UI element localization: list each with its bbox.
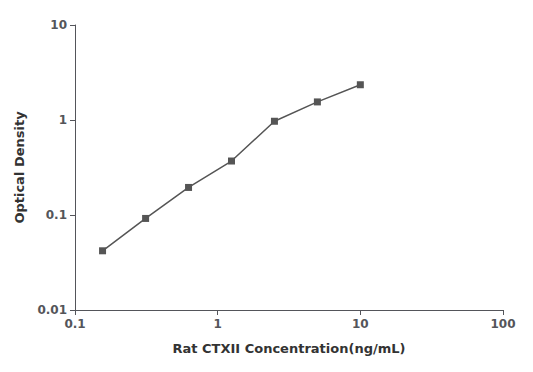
- svg-text:10: 10: [352, 317, 369, 331]
- svg-text:100: 100: [490, 317, 515, 331]
- svg-text:Optical Density: Optical Density: [12, 111, 27, 224]
- svg-text:Rat CTXII Concentration(ng/mL): Rat CTXII Concentration(ng/mL): [173, 341, 406, 356]
- svg-text:1: 1: [213, 317, 221, 331]
- svg-text:0.1: 0.1: [46, 208, 67, 222]
- svg-text:0.01: 0.01: [37, 303, 67, 317]
- svg-text:10: 10: [50, 18, 67, 32]
- svg-text:0.1: 0.1: [64, 317, 85, 331]
- svg-text:1: 1: [59, 113, 67, 127]
